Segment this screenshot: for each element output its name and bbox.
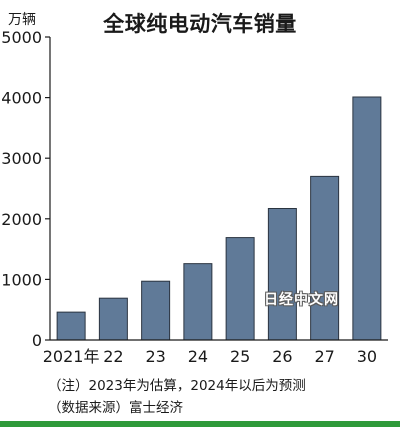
y-axis-unit-label: 万辆 — [8, 12, 36, 28]
x-tick-label: 27 — [314, 347, 334, 366]
x-tick-label: 22 — [103, 347, 123, 366]
bar — [98, 297, 128, 341]
y-axis: 0 1000 2000 3000 4000 5000 — [1, 28, 51, 350]
footnote-source: （数据来源）富士经济 — [48, 400, 183, 416]
bar — [141, 280, 171, 341]
bar — [267, 207, 297, 341]
y-tick-label: 3000 — [1, 149, 42, 168]
y-tick-label: 0 — [32, 331, 42, 350]
bottom-color-strip — [0, 421, 400, 427]
bar — [183, 263, 213, 341]
y-tick-label: 2000 — [1, 210, 42, 229]
chart-title: 全球纯电动汽车销量 — [103, 12, 297, 36]
x-tick-label: 23 — [145, 347, 165, 366]
x-tick-label: 30 — [357, 347, 377, 366]
x-tick-label: 26 — [272, 347, 292, 366]
y-tick-label: 4000 — [1, 89, 42, 108]
x-tick-label: 25 — [230, 347, 250, 366]
bar — [352, 96, 382, 341]
bar — [225, 237, 255, 341]
bar — [310, 175, 340, 341]
bar-series — [56, 96, 382, 341]
y-tick-label: 1000 — [1, 270, 42, 289]
y-tick-label: 5000 — [1, 28, 42, 47]
x-tick-label: 2021年 — [43, 347, 100, 366]
x-axis: 2021年 22 23 24 25 26 27 30 — [43, 339, 388, 366]
bar — [56, 311, 86, 341]
footnote-estimate: （注）2023年为估算，2024年以后为预测 — [48, 378, 306, 394]
watermark-text: 日经中文网 — [264, 292, 339, 308]
x-tick-label: 24 — [188, 347, 208, 366]
